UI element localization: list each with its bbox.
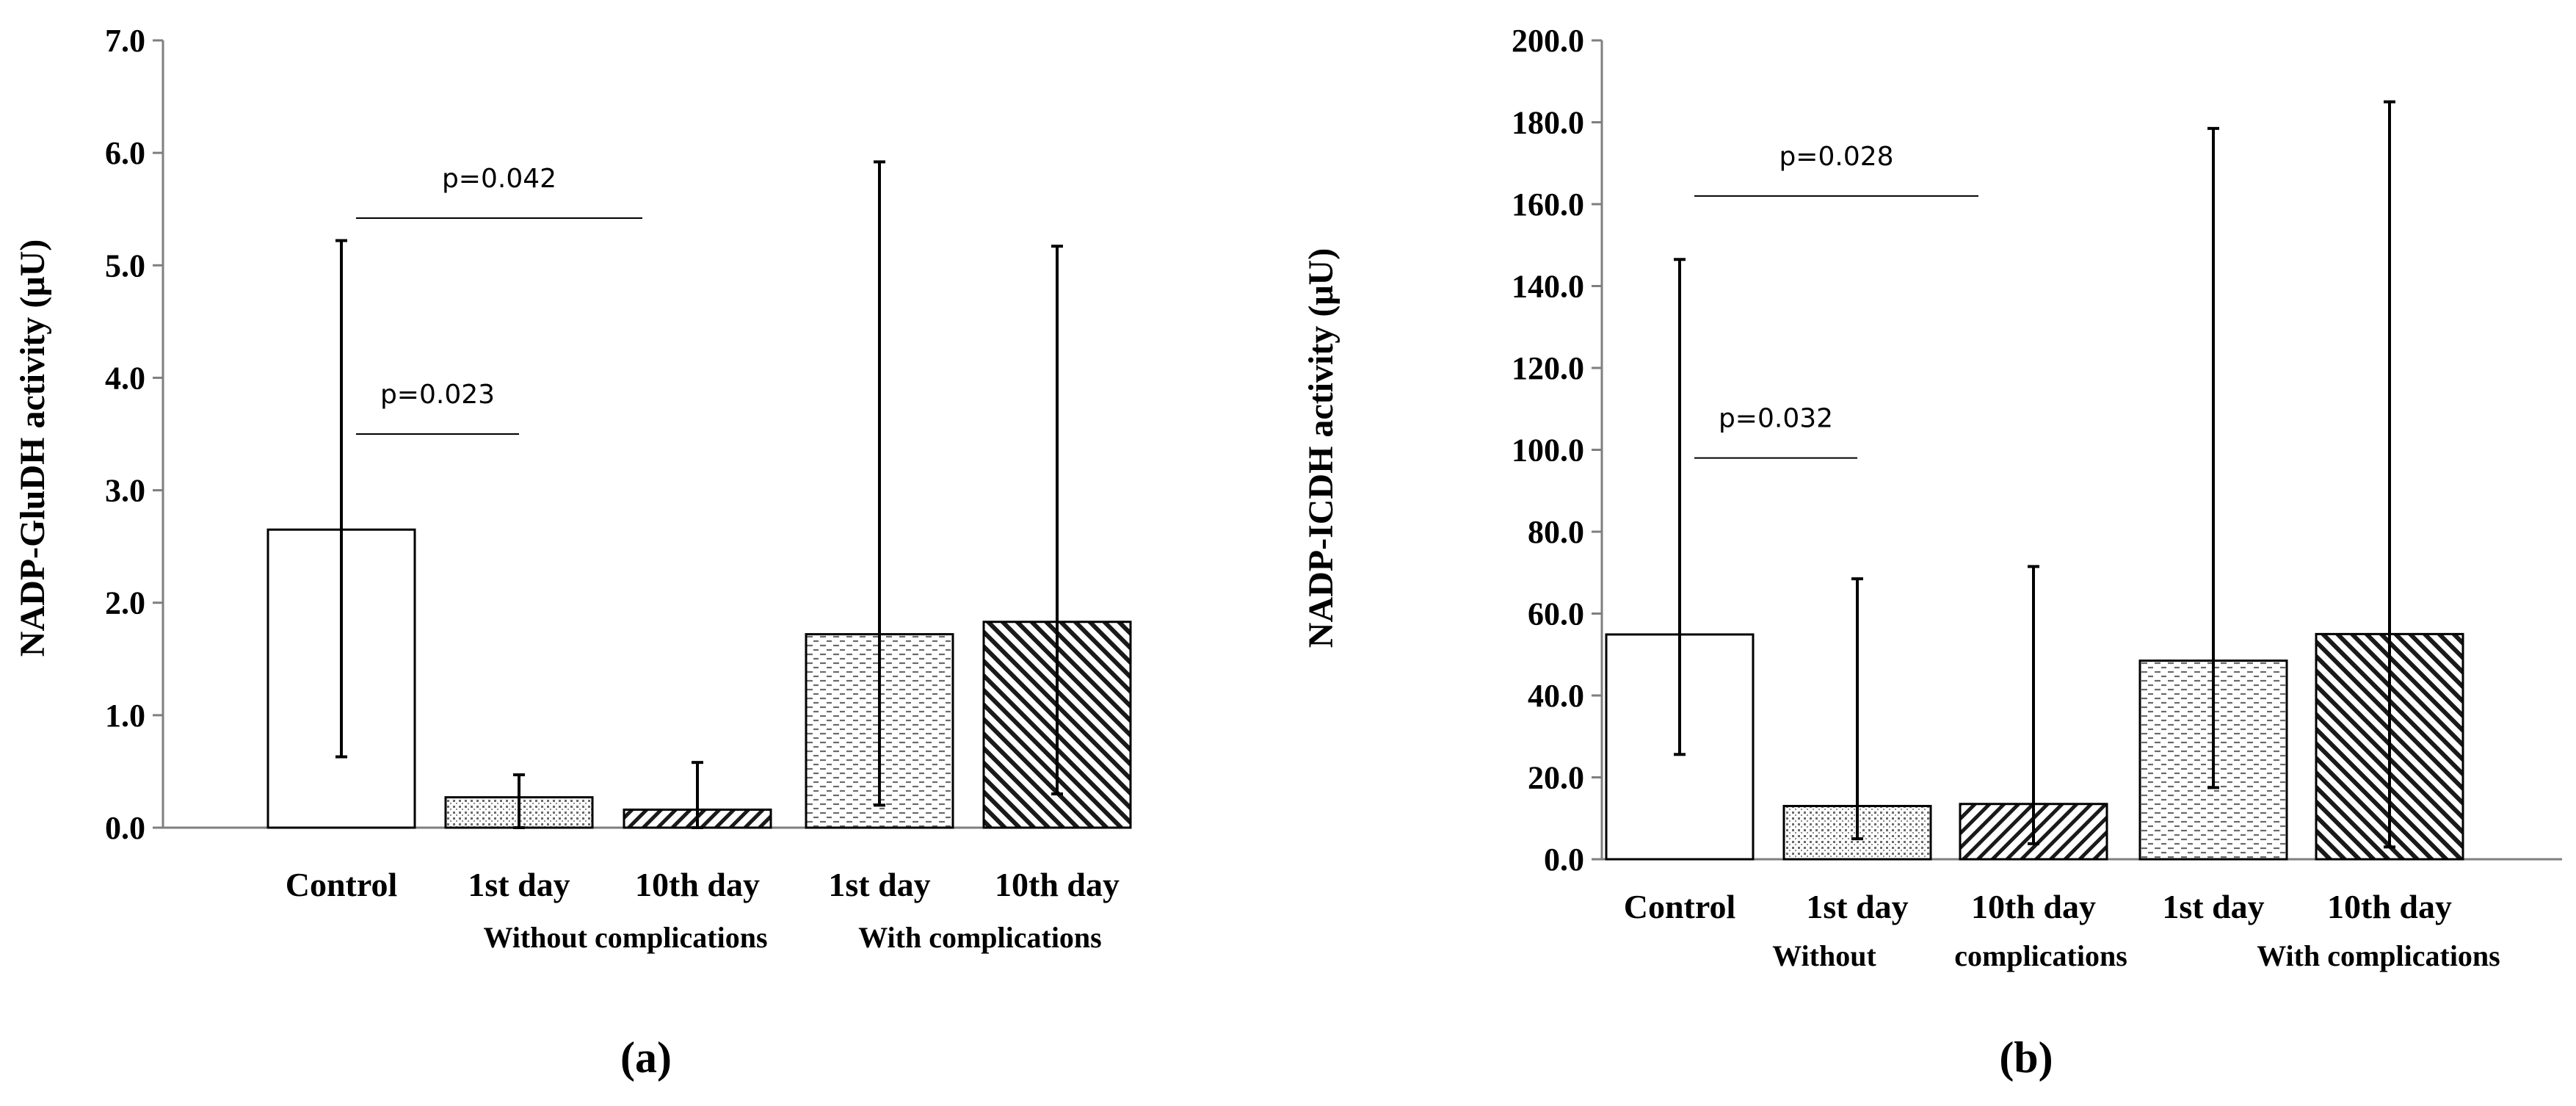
y-tick-label: 3.0	[105, 473, 145, 509]
y-tick-label: 2.0	[105, 585, 145, 621]
y-tick-label: 80.0	[1528, 514, 1584, 550]
p-value-label: p=0.042	[442, 164, 556, 194]
panel-label: (b)	[1999, 1033, 2053, 1082]
y-tick-label: 100.0	[1512, 433, 1584, 469]
y-axis-title: NADP-GluDH activity (μU)	[13, 239, 52, 657]
p-value-label: p=0.032	[1719, 404, 1833, 434]
y-tick-label: 1.0	[105, 698, 145, 734]
y-tick-label: 0.0	[1544, 842, 1584, 878]
y-tick-label: 40.0	[1528, 678, 1584, 714]
y-tick-label: 120.0	[1512, 350, 1584, 386]
category-label: 10th day	[2327, 888, 2452, 925]
chart-b: 0.0 20.0 40.0 60.0 80.0 100.0 120.0 140.0 160.0 1…	[1302, 23, 2562, 1082]
y-tick-label: 6.0	[105, 135, 145, 171]
category-label: 10th day	[995, 866, 1120, 903]
group-label: With complications	[2257, 939, 2500, 972]
group-label: Without	[1772, 939, 1876, 972]
category-label: 1st day	[1806, 888, 1908, 925]
category-label: 10th day	[635, 866, 760, 903]
category-label: 10th day	[1971, 888, 2096, 925]
category-label: 1st day	[828, 866, 930, 903]
y-tick-label: 180.0	[1512, 105, 1584, 141]
y-tick-label: 7.0	[105, 23, 145, 59]
y-tick-label: 200.0	[1512, 23, 1584, 59]
y-tick-label: 20.0	[1528, 760, 1584, 796]
group-label: With complications	[858, 921, 1102, 954]
category-label: Control	[286, 866, 398, 903]
y-axis-title: NADP-ICDH activity (μU)	[1302, 248, 1340, 648]
y-tick-label: 0.0	[105, 810, 145, 846]
p-value-label: p=0.028	[1779, 142, 1893, 172]
y-tick-label: 140.0	[1512, 269, 1584, 305]
category-label: Control	[1624, 888, 1736, 925]
y-tick-label: 4.0	[105, 360, 145, 396]
category-label: 1st day	[2162, 888, 2264, 925]
chart-a: 0.0 1.0 2.0 3.0 4.0 5.0 6.0 7.0 NADP-GluDH activ…	[13, 23, 1132, 1082]
group-label: complications	[1954, 939, 2127, 972]
p-value-label: p=0.023	[380, 380, 495, 410]
panel-label: (a)	[620, 1033, 672, 1082]
y-tick-label: 60.0	[1528, 596, 1584, 632]
category-label: 1st day	[468, 866, 570, 903]
group-label: Without complications	[483, 921, 767, 954]
y-tick-label: 5.0	[105, 247, 145, 283]
y-tick-label: 160.0	[1512, 187, 1584, 223]
